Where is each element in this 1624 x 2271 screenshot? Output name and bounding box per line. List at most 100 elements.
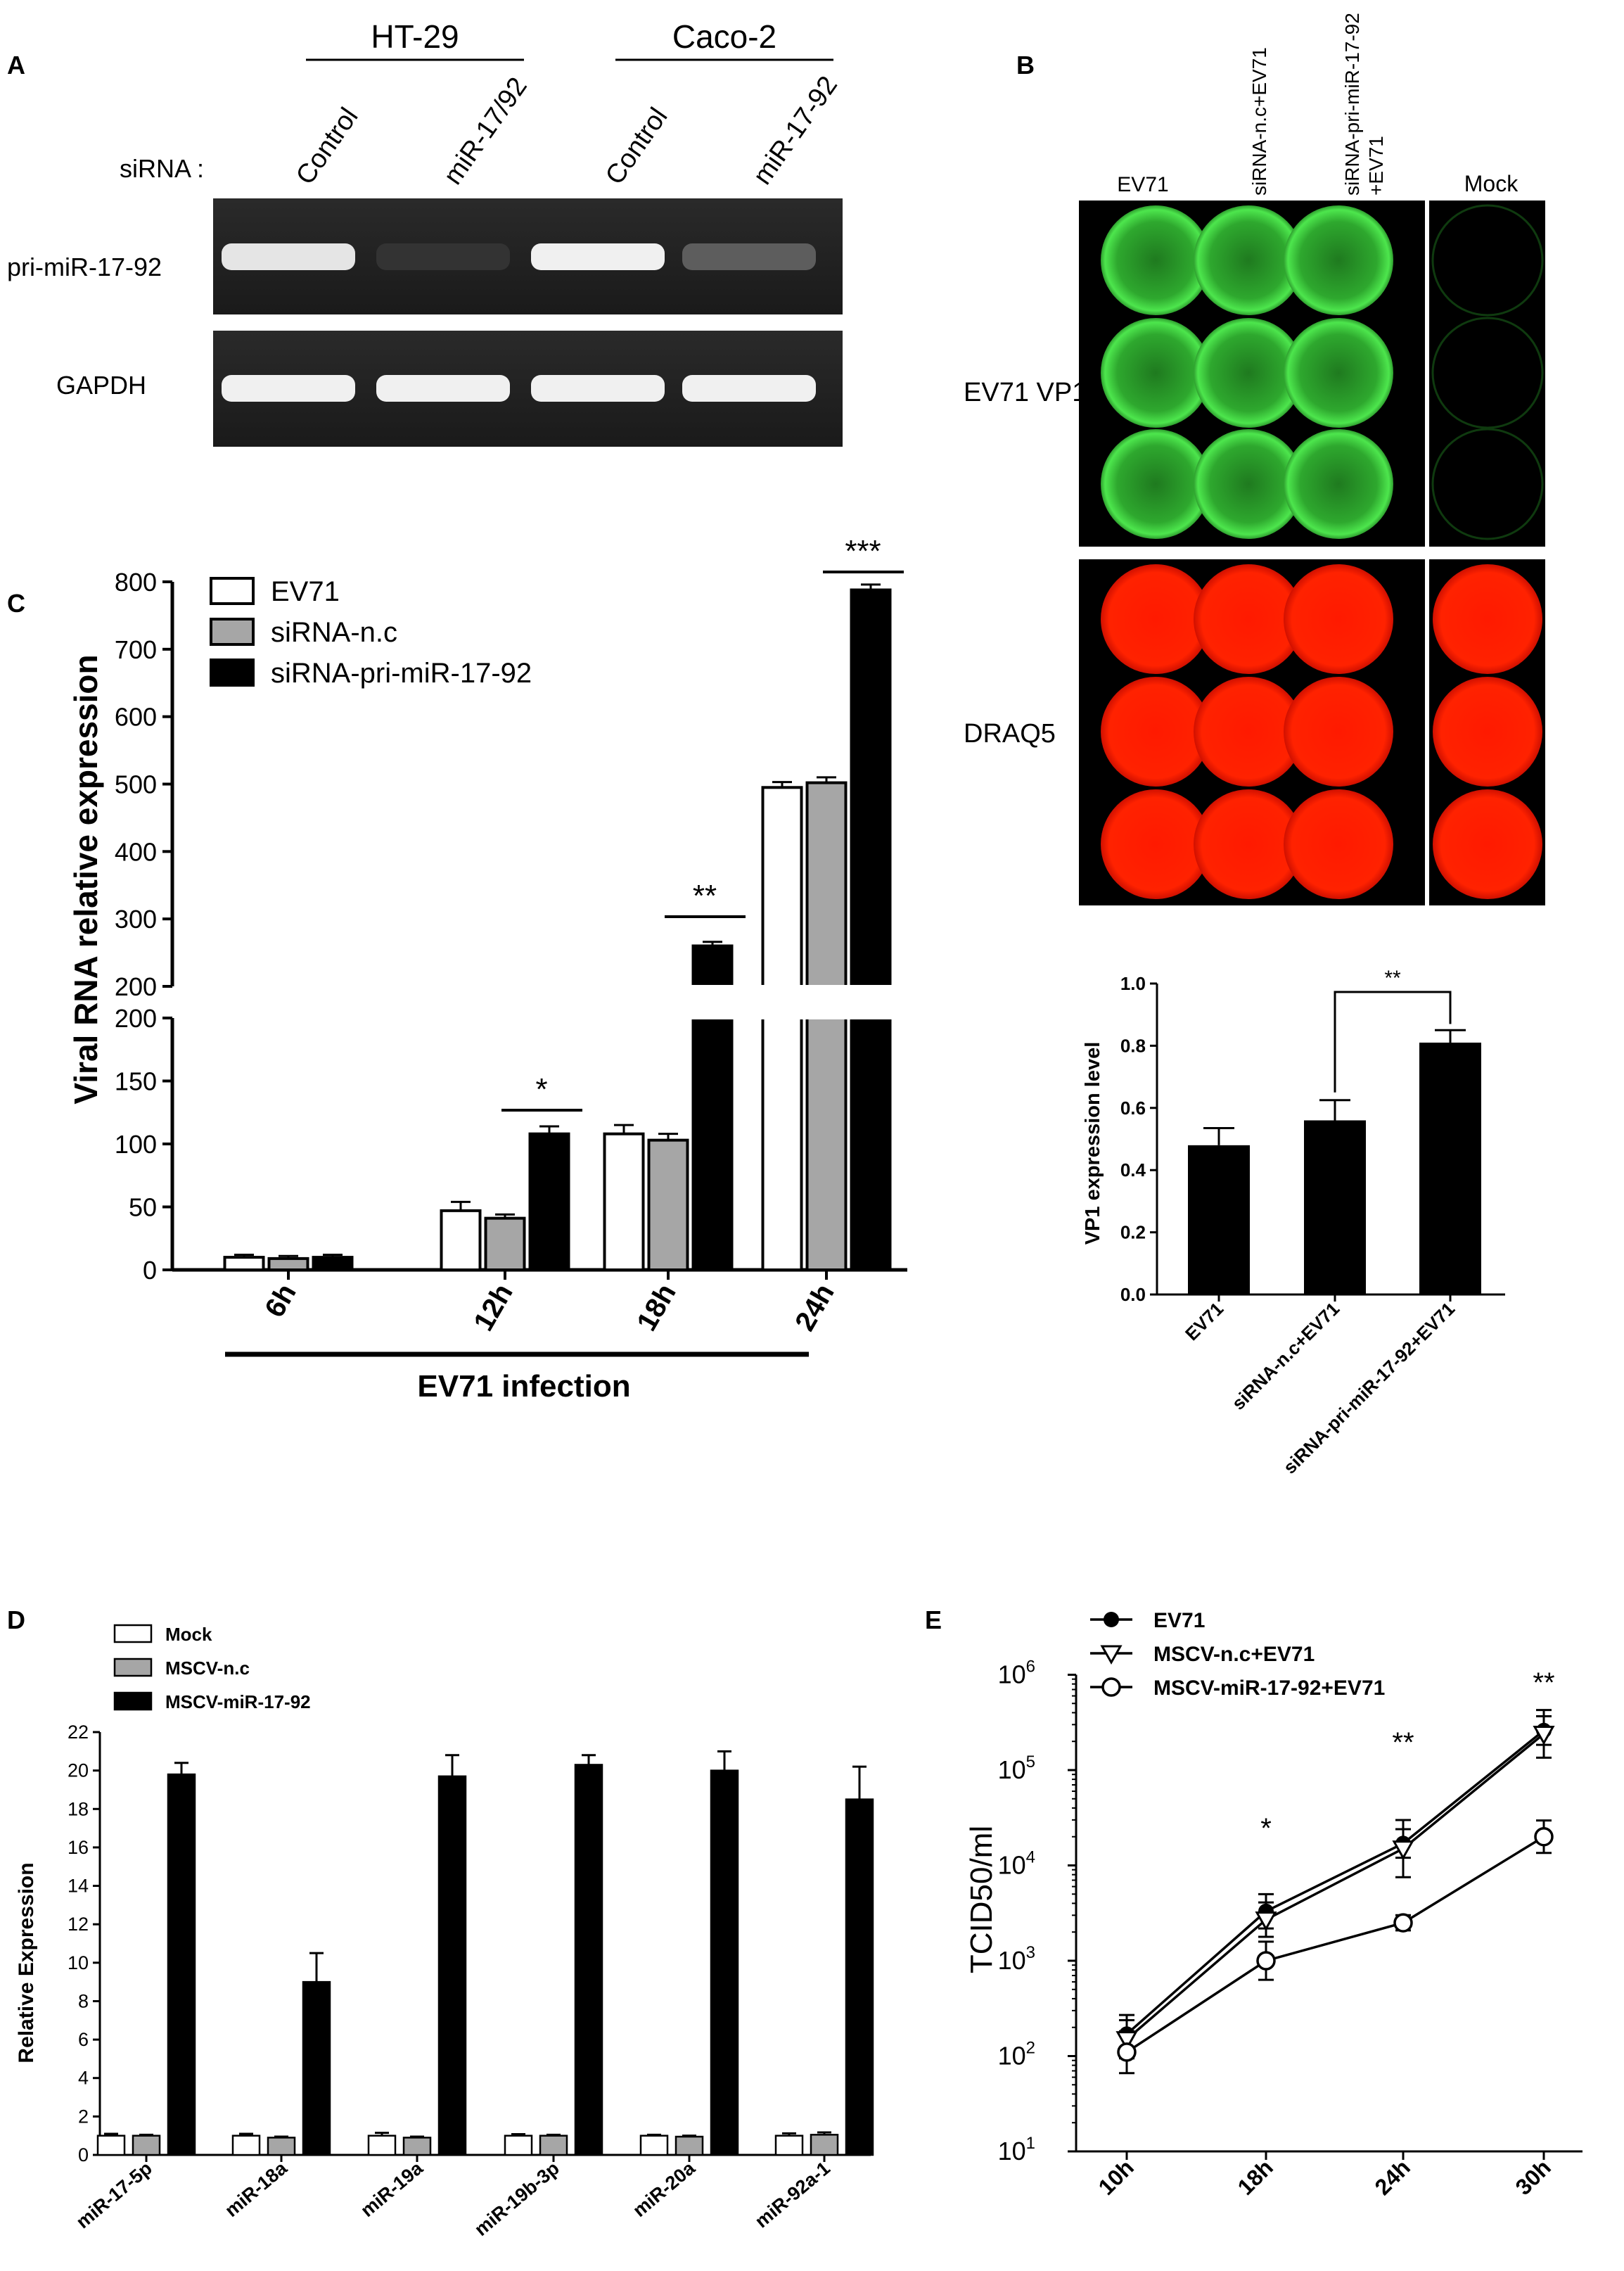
significance-mark: * [1260,1813,1272,1844]
legend-label: EV71 [271,576,340,607]
y-tick-label: 4 [78,2068,89,2089]
legend-swatch [210,659,255,687]
y-tick-label: 500 [115,770,157,799]
x-tick-label: 18h [631,1279,682,1337]
vp1-well [1194,429,1303,539]
y-tick-label: 300 [115,905,157,934]
bar-break [850,1015,892,1019]
series-line [1125,1733,1545,2040]
y-tick-label: 103 [998,1943,1035,1975]
y-tick-label: 22 [68,1722,89,1743]
gel-band [376,375,510,402]
chart-b-ylabel: VP1 expression level [1082,1042,1104,1245]
legend-label: Mock [165,1624,212,1645]
y-tick-label: 16 [68,1837,89,1858]
lane-label-4: miR-17-92 [748,71,843,190]
series-line [1125,1729,1545,2035]
vp1-well [1284,429,1393,539]
col-label-ev71: EV71 [1117,173,1168,196]
y-tick-label: 20 [68,1760,89,1781]
bar-break [850,985,892,989]
legend-label: EV71 [1153,1609,1205,1632]
x-tick-label: miR-92a-1 [751,2158,834,2232]
bar-break [805,1015,848,1019]
vp1-mock-well [1431,317,1544,429]
significance-mark: ** [693,879,717,913]
vp1-well [1101,318,1210,428]
draq5-well [1284,677,1393,787]
marker-open-triangle [1533,1725,1555,1745]
panel-label-a: A [7,51,25,79]
bar-lower [691,1017,734,1271]
chart-c-ylabel: Viral RNA relative expression [68,654,104,1104]
y-tick-label: 400 [115,837,157,866]
bar [845,1798,874,2156]
vp1-well [1194,205,1303,315]
bar-break [761,985,803,989]
bar [267,2137,296,2156]
vp1-well [1194,318,1303,428]
y-tick-label: 14 [68,1876,89,1897]
panel-b-images: EV71 siRNA-n.c+EV71 siRNA-pri-miR-17-92 +… [964,13,1545,905]
bar-upper [691,944,734,988]
marker-open-circle [1117,2042,1137,2062]
draq5-well [1433,564,1542,674]
legend-swatch [113,1658,153,1677]
bar [528,1132,570,1272]
draq5-well [1433,677,1542,787]
bar [674,2135,704,2156]
y-tick-label: 10 [68,1952,89,1973]
sirna-label: siRNA : [120,154,204,183]
bar [574,1764,603,2156]
marker-open-triangle [1255,1911,1277,1931]
x-tick-label: 24h [1370,2154,1415,2199]
chart-c-xlabel: EV71 infection [417,1369,630,1404]
y-tick-label: 200 [115,1004,157,1033]
vp1-well [1284,205,1393,315]
bar [710,1769,739,2156]
gel-band [222,375,355,402]
significance-mark: ** [1384,967,1401,990]
x-tick-label: 6h [259,1279,302,1323]
draq5-well [1284,789,1393,899]
bar [1188,1145,1250,1294]
bar [1304,1120,1366,1294]
series-line [1126,1836,1545,2054]
y-tick-label: 0.2 [1120,1222,1146,1243]
legend-swatch [210,618,255,646]
bar [302,1980,331,2156]
gel-band [531,375,665,402]
y-tick-label: 0 [78,2144,89,2165]
bar [167,1773,196,2156]
bar-break [691,1015,734,1019]
bar [603,1132,645,1272]
bar-upper [850,588,892,988]
panel-a-gel: HT-29 Caco-2 siRNA : Control miR-17/92 C… [7,18,843,447]
x-tick-label: 18h [1233,2154,1278,2199]
x-tick-label: 30h [1511,2154,1556,2199]
y-tick-label: 800 [115,568,157,597]
bar [367,2135,397,2156]
row-label-draq5: DRAQ5 [964,719,1056,749]
x-tick-label: EV71 [1181,1298,1227,1344]
bar [440,1209,482,1271]
y-tick-label: 0.4 [1120,1159,1146,1181]
bar-break [691,985,734,989]
bar [1419,1042,1481,1294]
col-label-sirna-pri: siRNA-pri-miR-17-92 +EV71 [1341,13,1387,196]
y-tick-label: 12 [68,1914,89,1935]
bar [639,2135,669,2156]
row-label-pri: pri-miR-17-92 [7,253,162,281]
bar [484,1216,526,1271]
legend-swatch [210,577,255,605]
x-tick-label: siRNA-n.c+EV71 [1227,1298,1343,1414]
lane-label-3: Control [600,103,674,190]
group-label-ht29: HT-29 [371,18,459,55]
y-tick-label: 700 [115,635,157,664]
bar [774,2135,804,2156]
marker-open-circle [1101,1677,1121,1697]
bar [132,2135,161,2156]
bar [267,1257,309,1272]
x-tick-label: 10h [1094,2154,1139,2199]
bar-lower [761,1017,803,1271]
